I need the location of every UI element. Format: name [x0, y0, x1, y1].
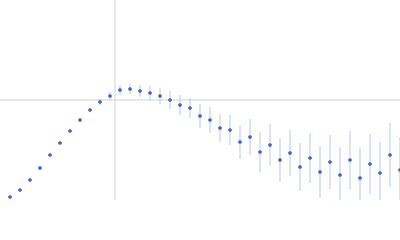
data-point — [38, 166, 42, 170]
data-point — [238, 140, 242, 144]
data-point — [8, 195, 12, 199]
data-point — [68, 129, 72, 133]
data-point — [58, 141, 62, 145]
data-point — [198, 114, 202, 118]
data-point — [208, 118, 212, 122]
data-point — [98, 100, 102, 104]
data-point — [28, 178, 32, 182]
data-point — [78, 118, 82, 122]
data-point — [308, 156, 312, 160]
data-point — [318, 170, 322, 174]
data-point — [178, 103, 182, 107]
data-point — [138, 89, 142, 93]
data-point — [368, 162, 372, 166]
data-point — [258, 150, 262, 154]
data-point — [118, 88, 122, 92]
data-point — [158, 94, 162, 98]
data-point — [168, 98, 172, 102]
data-point — [18, 188, 22, 192]
data-point — [328, 160, 332, 164]
data-point — [298, 165, 302, 169]
data-point — [188, 106, 192, 110]
data-point — [48, 153, 52, 157]
data-point — [278, 158, 282, 162]
data-point — [338, 173, 342, 177]
data-point — [248, 135, 252, 139]
data-point — [378, 171, 382, 175]
data-point — [288, 151, 292, 155]
data-point — [88, 108, 92, 112]
data-point — [108, 94, 112, 98]
data-point — [268, 143, 272, 147]
data-point — [228, 128, 232, 132]
data-point — [358, 176, 362, 180]
data-point — [128, 87, 132, 91]
data-point — [388, 153, 392, 157]
data-point — [148, 91, 152, 95]
data-point — [348, 158, 352, 162]
chart — [0, 0, 400, 200]
data-point — [218, 126, 222, 130]
